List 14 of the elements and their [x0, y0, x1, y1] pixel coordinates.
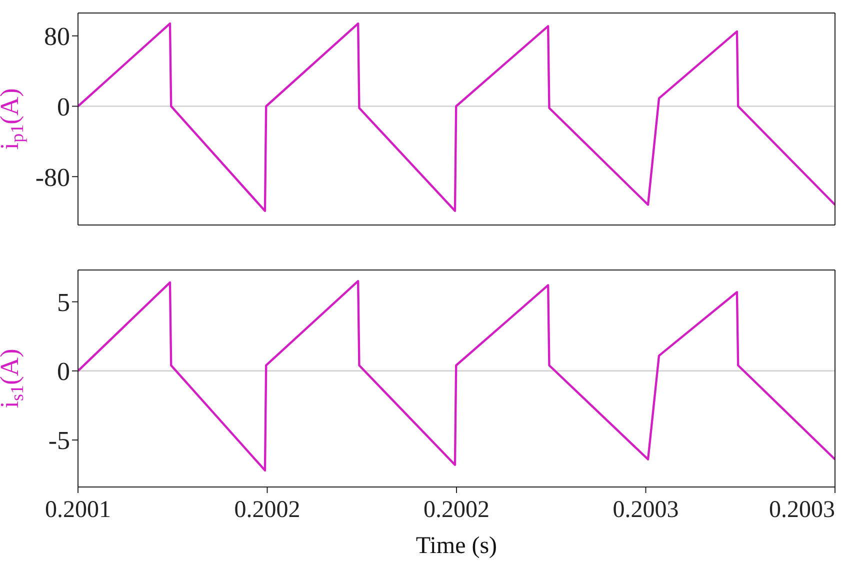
x-tick-label: 0.2002 [424, 497, 490, 523]
x-tick-label: 0.2001 [45, 497, 111, 523]
y-tick-label: 0 [57, 92, 70, 122]
y-tick-label: 5 [57, 288, 70, 318]
x-tick-label: 0.2003 [612, 497, 679, 523]
x-tick-label: 0.2003 [769, 497, 835, 523]
x-tick-label: 0.2002 [234, 497, 300, 523]
line-series [78, 22, 835, 212]
y-tick-label: 0 [57, 357, 70, 386]
line-series [78, 280, 835, 472]
x-axis-title: Time (s) [416, 533, 498, 559]
y-tick-label: -5 [48, 426, 70, 456]
y-tick-label: -80 [35, 162, 70, 192]
y-tick-label: 80 [44, 22, 70, 52]
